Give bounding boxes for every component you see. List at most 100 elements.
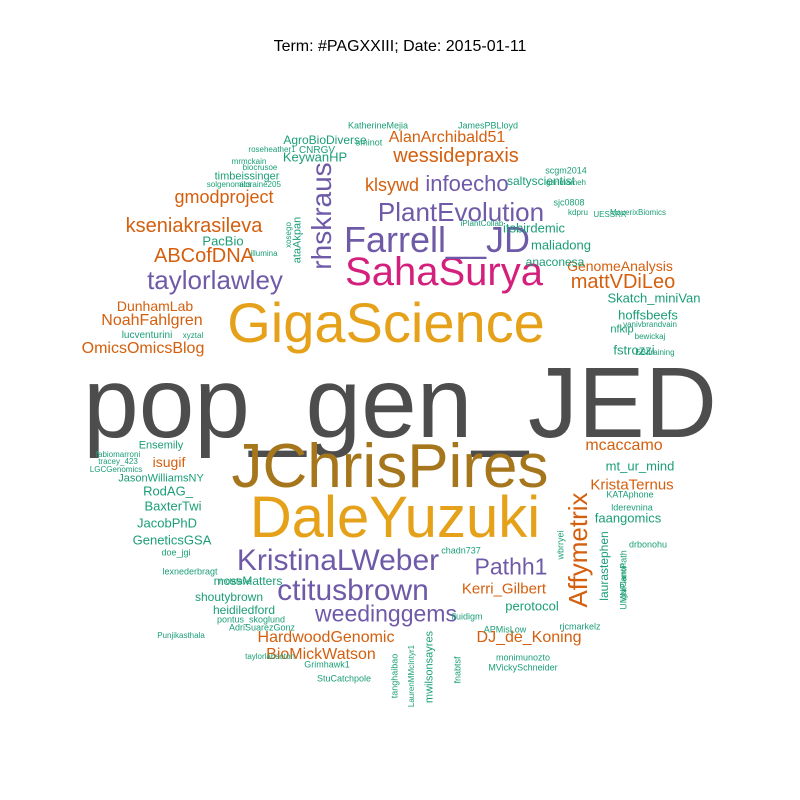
cloud-word: xyztal [182, 331, 204, 340]
cloud-word: DaleYuzuki [249, 485, 541, 550]
cloud-word: UESSRR [593, 210, 627, 219]
cloud-word: rhskraus [306, 162, 337, 270]
cloud-word: gmodproject [174, 187, 274, 207]
cloud-word: xosego [284, 222, 293, 248]
cloud-word: APMisLow [483, 624, 527, 635]
cloud-word: mossMatters [213, 574, 283, 588]
cloud-word: scgm2014 [545, 165, 587, 176]
cloud-word: bewickaj [634, 332, 666, 341]
cloud-word: taylorlabsoton [245, 652, 295, 661]
cloud-word: AgroBioDiverse [283, 133, 367, 147]
cloud-word: garimameh [545, 178, 587, 187]
cloud-word: shoutybrown [194, 590, 264, 604]
cloud-word: pop_gen_JED [83, 347, 717, 459]
cloud-word: Farrell__JD [343, 219, 531, 260]
cloud-word: ctitusbrown [277, 574, 429, 607]
cloud-word: chadn737 [441, 545, 481, 556]
cloud-word: saltyscientist [506, 174, 576, 188]
cloud-word: Punjikasthala [157, 631, 205, 640]
cloud-word: taylorlawley [147, 265, 283, 295]
cloud-word: MVickySchneider [488, 662, 558, 673]
cloud-word: JacobPhD [137, 515, 197, 531]
cloud-word: Kerri_Gilbert [461, 580, 547, 598]
cloud-word: BaxterTwi [144, 498, 202, 514]
cloud-word: PlantEvolution [377, 197, 545, 227]
cloud-word: LGCGenomics [89, 465, 143, 474]
cloud-word: isugif [152, 454, 186, 470]
cloud-word: lderevnina [611, 502, 653, 513]
cloud-word: DunhamLab [116, 298, 194, 314]
cloud-word: RodAG_ [143, 483, 193, 499]
cloud-word: Skatch_miniVan [607, 290, 701, 306]
cloud-word: BioMickWatson [266, 646, 376, 663]
cloud-word: illumina [250, 249, 278, 258]
cloud-word: KATAphone [606, 489, 654, 500]
cloud-word: NoahFahlgren [101, 312, 203, 329]
chart-title: Term: #PAGXXIII; Date: 2015-01-11 [273, 38, 527, 55]
cloud-word: heidiledford [212, 603, 276, 617]
cloud-word: mrmckain [231, 157, 267, 166]
cloud-word: KristinaLWeber [236, 544, 440, 577]
cloud-word: AlanArchibald51 [388, 129, 506, 146]
cloud-word: laurastephen [597, 531, 611, 601]
cloud-word: JasonWilliamsNY [118, 472, 204, 485]
cloud-word: fabiomarroni [95, 450, 141, 459]
cloud-word: mclafave [218, 577, 252, 586]
cloud-word: kdpru [567, 208, 589, 217]
cloud-word: drbonohu [628, 539, 668, 550]
cloud-word: perotocol [505, 598, 559, 614]
cloud-word: hoffsbeefs [618, 307, 678, 323]
cloud-word: fnabtsf [452, 656, 463, 684]
cloud-word: anaconesa [525, 255, 585, 269]
cloud-word: Affymetrix [563, 492, 593, 608]
cloud-word: KatherineMejia [347, 120, 409, 131]
cloud-word: JamesPBLloyd [457, 120, 519, 131]
cloud-word: GenomeAnalysis [567, 258, 673, 274]
cloud-word: KeywanHP [282, 149, 348, 165]
cloud-word: biocrusoe [242, 163, 278, 172]
cloud-word: roseheather1 [248, 145, 296, 154]
cloud-word: maliadong [531, 237, 591, 253]
cloud-word: GeneticsGSA [132, 532, 212, 548]
cloud-word: EBItraining [635, 348, 675, 357]
cloud-word: tanghaibao [389, 653, 400, 699]
cloud-word: lucventurini [121, 330, 173, 341]
cloud-word: SahaSurya [345, 250, 543, 294]
cloud-word: pontus_skoglund [216, 614, 286, 625]
cloud-word: fluidigm [451, 611, 483, 622]
cloud-word: KristaTernus [590, 476, 674, 494]
cloud-word: Grimhawk1 [304, 659, 350, 670]
cloud-word: CNRGV [298, 145, 336, 156]
cloud-word: DJ_de_Koning [476, 629, 582, 646]
cloud-word: solgenomics [206, 180, 252, 189]
cloud-word: mwilsonsayres [423, 630, 436, 704]
cloud-word: iPlantCollab [460, 219, 504, 228]
cloud-word: kseniakrasileva [125, 215, 263, 237]
cloud-word: JChrisPires [231, 432, 549, 501]
cloud-word: sminot [355, 137, 383, 148]
cloud-word: ataAkpan [291, 216, 304, 264]
cloud-word: MaverixBiomics [609, 208, 667, 217]
cloud-word: LaurenMMcIntyr1 [407, 644, 416, 708]
cloud-word: PacBio [202, 233, 244, 249]
cloud-word: tracey_423 [98, 457, 138, 466]
cloud-word: lexnederbragt [162, 566, 218, 577]
cloud-word: klsywd [364, 175, 420, 195]
cloud-word: doe_jgi [161, 547, 191, 558]
cloud-word: nfkip [610, 323, 634, 336]
cloud-word: wessidepraxis [393, 145, 519, 167]
cloud-word: StuCatchpole [316, 673, 372, 684]
cloud-word: Pathh1 [474, 553, 548, 580]
cloud-word: igorCarron [619, 563, 628, 601]
cloud-word: timbeissinger [214, 170, 280, 183]
cloud-word: OmicsOmicsBlog [81, 340, 205, 357]
cloud-word: mcaccamo [585, 437, 663, 454]
cloud-word: monimunozto [495, 652, 551, 663]
cloud-word: infoecho [425, 171, 509, 196]
cloud-word: sjc0808 [553, 197, 585, 208]
cloud-word: mattVDiLeo [570, 271, 676, 293]
cloud-word: weedinggems [315, 600, 457, 627]
cloud-word: HardwoodGenomic [257, 629, 395, 646]
cloud-word: GigaScience [227, 291, 545, 354]
